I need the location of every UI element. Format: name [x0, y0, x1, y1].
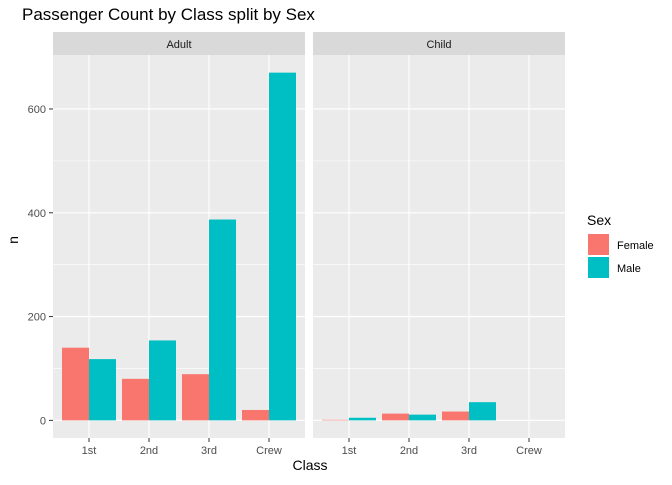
bar-adult-female-crew [242, 409, 269, 421]
bar-child-male-2nd [409, 414, 436, 421]
y-tick-label: 400 [28, 208, 46, 220]
x-tick-label: Crew [516, 445, 542, 457]
chart-title: Passenger Count by Class split by Sex [22, 5, 315, 24]
legend-key-male [588, 257, 609, 278]
bar-adult-male-2nd [149, 340, 176, 421]
x-tick-label: 1st [82, 445, 97, 457]
panel-background [313, 55, 565, 438]
y-axis: 0 200 400 600 [28, 104, 53, 427]
facet-strip-label: Adult [166, 39, 191, 51]
x-tick-label: 2nd [400, 445, 418, 457]
x-tick-label: 3rd [461, 445, 477, 457]
x-tick-label: 1st [342, 445, 357, 457]
legend-title: Sex [587, 212, 611, 228]
facet-strip [313, 32, 565, 55]
bar-adult-male-3rd [209, 219, 236, 421]
legend-key-female [588, 234, 609, 255]
x-tick-label: 2nd [140, 445, 158, 457]
facet-panel-adult: Adult [53, 32, 305, 438]
legend: Sex Female Male [587, 212, 654, 278]
facet-strip [53, 32, 305, 55]
bar-adult-male-1st [89, 359, 116, 421]
bar-adult-male-crew [269, 72, 296, 421]
facet-strip-label: Child [426, 39, 451, 51]
y-tick-label: 0 [40, 415, 46, 427]
x-tick-label: 3rd [201, 445, 217, 457]
bar-child-female-2nd [382, 413, 409, 421]
bar-child-male-1st [349, 417, 376, 421]
bar-child-female-1st [322, 419, 349, 421]
bar-adult-female-2nd [122, 378, 149, 421]
facet-panels: Adult Child [53, 32, 565, 438]
bar-child-male-3rd [469, 402, 496, 421]
y-tick-label: 200 [28, 312, 46, 324]
y-axis-title: n [5, 236, 21, 244]
bar-adult-female-1st [62, 347, 89, 421]
x-axis-title: Class [292, 457, 327, 473]
legend-label-female: Female [617, 240, 654, 252]
bar-child-female-3rd [442, 411, 469, 421]
y-tick-label: 600 [28, 104, 46, 116]
bar-adult-female-3rd [182, 374, 209, 421]
x-axis: 1st 2nd 3rd Crew 1st 2nd 3rd Crew [82, 438, 542, 457]
x-tick-label: Crew [256, 445, 282, 457]
facet-panel-child: Child [313, 32, 565, 438]
legend-label-male: Male [617, 263, 641, 275]
